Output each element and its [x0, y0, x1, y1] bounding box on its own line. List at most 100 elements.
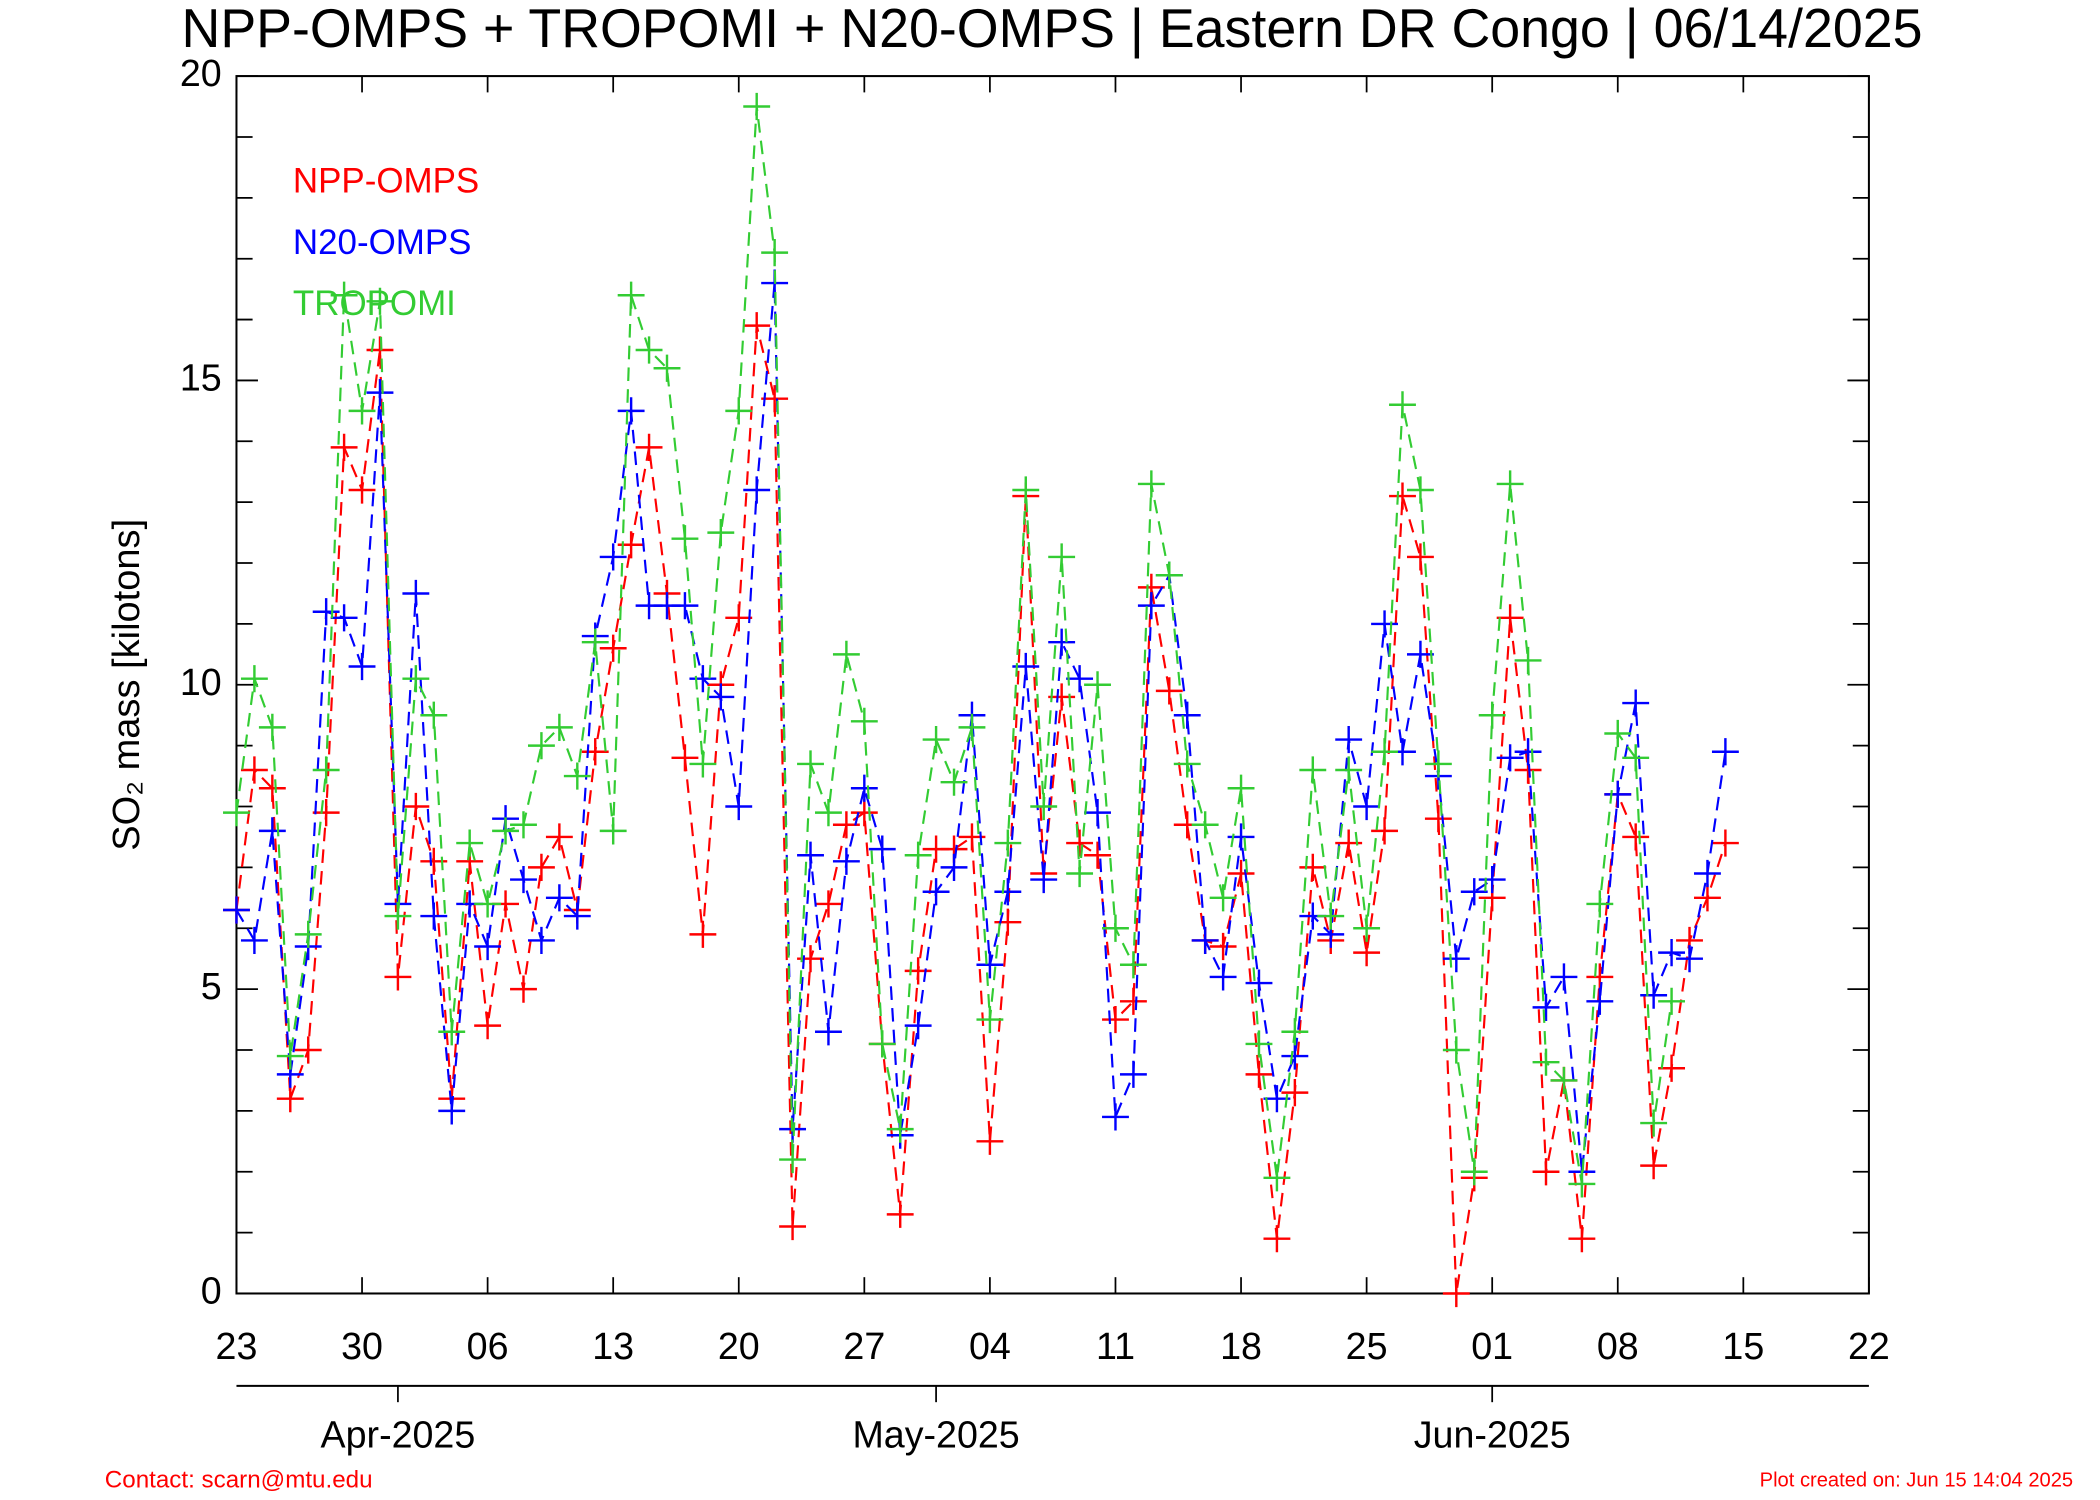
series-line: [235, 325, 1727, 1294]
plus-marker: [1586, 963, 1614, 991]
plus-marker: [671, 525, 699, 553]
x-tick-label: 15: [1722, 1326, 1764, 1368]
plus-marker: [1407, 640, 1434, 668]
x-tick-label: 08: [1597, 1326, 1639, 1368]
plus-marker: [850, 799, 878, 827]
plus-marker: [1353, 792, 1381, 821]
plus-marker: [1209, 963, 1237, 991]
plus-marker: [581, 628, 609, 656]
plus-marker: [258, 713, 286, 741]
y-tick-label: 0: [201, 1270, 222, 1312]
plus-marker: [1658, 987, 1686, 1015]
plus-marker: [545, 823, 573, 851]
plus-marker: [294, 920, 322, 948]
plus-marker: [527, 732, 555, 760]
x-tick-label: 30: [341, 1326, 383, 1368]
plus-marker: [1676, 945, 1703, 973]
plus-marker: [1173, 701, 1201, 729]
plus-marker: [1209, 932, 1237, 961]
plus-marker: [456, 829, 484, 857]
plus-marker: [761, 239, 789, 267]
plus-marker: [1532, 1048, 1560, 1076]
x-tick-label: 11: [1096, 1326, 1135, 1368]
plus-marker: [492, 817, 519, 845]
x-tick-label: 04: [969, 1326, 1011, 1368]
plus-marker: [958, 713, 986, 741]
plus-marker: [689, 665, 717, 693]
plus-marker: [743, 476, 771, 504]
plus-marker: [922, 878, 950, 906]
plus-marker: [402, 792, 430, 821]
plus-marker: [761, 385, 789, 413]
plus-marker: [904, 957, 932, 985]
plus-marker: [240, 926, 268, 955]
plus-marker: [1478, 865, 1506, 894]
plus-marker: [1568, 1225, 1596, 1253]
plus-marker: [1353, 914, 1381, 942]
y-tick-label: 15: [180, 357, 222, 399]
plus-marker: [1191, 811, 1219, 839]
month-label: May-2025: [852, 1414, 1019, 1456]
plus-marker: [1711, 829, 1739, 857]
plus-marker: [886, 1200, 914, 1228]
plus-marker: [707, 683, 735, 711]
plus-marker: [904, 1012, 932, 1040]
plus-marker: [312, 756, 340, 784]
plus-marker: [1155, 677, 1183, 705]
plus-marker: [1227, 859, 1255, 888]
x-tick-label: 25: [1346, 1326, 1388, 1368]
plus-marker: [1066, 859, 1094, 888]
plus-marker: [1711, 738, 1739, 766]
plus-marker: [527, 926, 555, 955]
plus-marker: [1173, 750, 1201, 778]
plus-marker: [563, 762, 591, 790]
plus-marker: [1012, 476, 1040, 504]
plus-marker: [1102, 1005, 1129, 1034]
plus-marker: [725, 397, 753, 425]
plus-marker: [527, 853, 555, 881]
plus-marker: [815, 890, 842, 918]
legend-entry: N20-OMPS: [293, 223, 472, 262]
plus-marker: [1030, 792, 1058, 821]
plus-marker: [599, 543, 627, 571]
plus-marker: [223, 896, 250, 924]
plus-marker: [1371, 817, 1398, 845]
plus-marker: [940, 853, 968, 881]
plus-marker: [240, 665, 268, 693]
plus-marker: [850, 774, 878, 802]
plus-marker: [312, 799, 340, 827]
plus-marker: [1622, 689, 1650, 717]
plus-marker: [617, 281, 645, 309]
plus-marker: [240, 756, 268, 784]
plus-marker: [366, 287, 394, 315]
plus-marker: [1353, 939, 1381, 967]
plus-marker: [779, 1145, 807, 1174]
plus-marker: [1640, 1152, 1668, 1180]
x-tick-label: 13: [592, 1326, 634, 1368]
plus-marker: [545, 713, 573, 741]
plus-marker: [1066, 829, 1094, 857]
x-tick-label: 01: [1471, 1326, 1513, 1368]
plus-marker: [1622, 744, 1650, 772]
plus-marker: [797, 841, 824, 869]
plus-marker: [797, 750, 824, 778]
plus-marker: [1281, 1079, 1309, 1107]
plus-marker: [1640, 1109, 1668, 1137]
plus-marker: [671, 744, 699, 772]
plus-marker: [1084, 841, 1111, 869]
plus-marker: [1245, 969, 1273, 997]
plus-marker: [1532, 993, 1560, 1021]
plus-marker: [1335, 725, 1363, 754]
plus-marker: [1137, 592, 1165, 620]
plus-marker: [689, 920, 717, 948]
plus-marker: [474, 890, 502, 918]
plus-marker: [1299, 853, 1327, 881]
plus-marker: [366, 379, 394, 407]
created-note: Plot created on: Jun 15 14:04 2025: [1760, 1469, 2073, 1491]
plus-marker: [1048, 628, 1076, 656]
plus-marker: [1209, 884, 1237, 912]
plus-marker: [940, 768, 968, 796]
plus-marker: [545, 884, 573, 912]
plus-marker: [922, 725, 950, 754]
